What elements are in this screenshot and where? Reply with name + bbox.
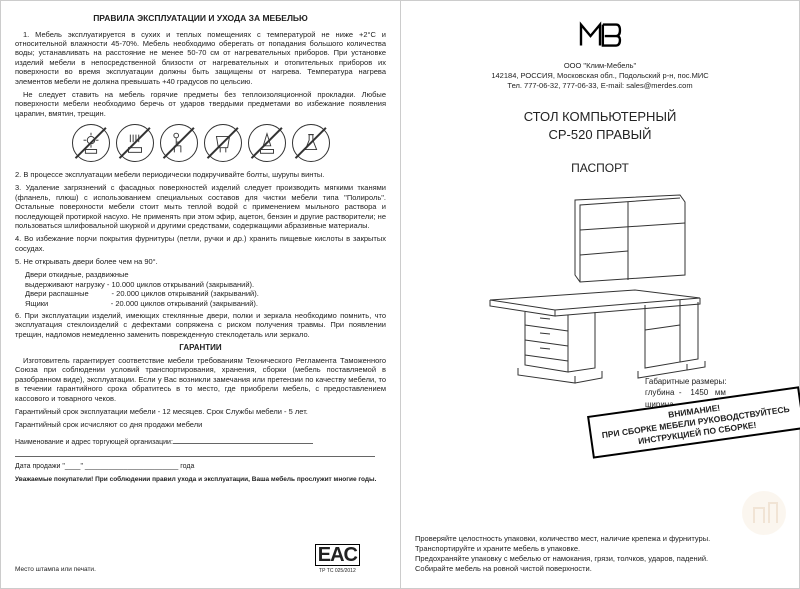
rule-5b: Двери распашные - 20.000 циклов открыван… [25, 289, 386, 298]
rule-5c: Ящики - 20.000 циклов открываний (закрыв… [25, 299, 386, 308]
dims-title: Габаритные размеры: [645, 376, 785, 387]
eac-logo: EAC [315, 544, 360, 566]
rule-5: 5. Не открывать двери более чем на 90°. [15, 257, 386, 266]
rule-1b: Не следует ставить на мебель горячие пре… [15, 90, 386, 118]
no-chemicals-icon [292, 124, 330, 162]
no-heat-icon [204, 124, 242, 162]
rule-4: 4. Во избежание порчи покрытия фурнитуры… [15, 234, 386, 253]
rule-5a: Двери откидные, раздвижные [25, 270, 386, 279]
product-title: СТОЛ КОМПЬЮТЕРНЫЙ [415, 109, 785, 125]
warranty-2: Гарантийный срок эксплуатации мебели - 1… [15, 407, 386, 416]
bottom-notes: Проверяйте целостность упаковки, количес… [415, 534, 785, 575]
warranty-title: ГАРАНТИИ [15, 343, 386, 353]
company-address: 142184, РОССИЯ, Московская обл., Подольс… [415, 71, 785, 81]
furniture-drawing [480, 190, 720, 390]
no-sharp-icon [248, 124, 286, 162]
no-water-icon [116, 124, 154, 162]
stamp-label: Место штампа или печати. [15, 566, 96, 574]
no-sitting-icon [160, 124, 198, 162]
warranty-1: Изготовитель гарантирует соответствие ме… [15, 356, 386, 403]
rule-1: 1. Мебель эксплуатируется в сухих и тепл… [15, 30, 386, 86]
company-contacts: Тел. 777-06-32, 777-06-33, E-mail: sales… [415, 81, 785, 91]
prohibition-icons [15, 124, 386, 162]
company-name: ООО "Клим-Мебель" [415, 61, 785, 71]
note-2: Транспортируйте и храните мебель в упако… [415, 544, 785, 554]
rule-5a2: выдерживают нагрузку - 10.000 циклов отк… [25, 280, 386, 289]
left-page: ПРАВИЛА ЭКСПЛУАТАЦИИ И УХОДА ЗА МЕБЕЛЬЮ … [0, 0, 400, 589]
date-label: Дата продажи "____" ____________________… [15, 463, 194, 470]
right-page: ООО "Клим-Мебель" 142184, РОССИЯ, Москов… [400, 0, 800, 589]
signature-block: Наименование и адрес торгующей организац… [15, 436, 386, 485]
note-4: Собирайте мебель на ровной чистой поверх… [415, 564, 785, 574]
rule-2: 2. В процессе эксплуатации мебели период… [15, 170, 386, 179]
company-info: ООО "Клим-Мебель" 142184, РОССИЯ, Москов… [415, 61, 785, 90]
warranty-3: Гарантийный срок исчисляют со дня продаж… [15, 420, 386, 429]
note-1: Проверяйте целостность упаковки, количес… [415, 534, 785, 544]
passport-label: ПАСПОРТ [415, 161, 785, 176]
logo [415, 17, 785, 57]
no-sunlight-icon [72, 124, 110, 162]
rule-6: 6. При эксплуатации изделий, имеющих сте… [15, 311, 386, 339]
eac-code: ТР ТС 025/2012 [315, 568, 360, 574]
rules-title: ПРАВИЛА ЭКСПЛУАТАЦИИ И УХОДА ЗА МЕБЕЛЬЮ [15, 13, 386, 24]
fine-print: Уважаемые покупатели! При соблюдении пра… [15, 476, 386, 484]
org-label: Наименование и адрес торгующей организац… [15, 439, 173, 446]
watermark-icon [739, 488, 789, 538]
eac-mark: EAC ТР ТС 025/2012 [315, 544, 360, 574]
note-3: Предохраняйте упаковку с мебелью от намо… [415, 554, 785, 564]
product-model: СР-520 ПРАВЫЙ [415, 127, 785, 143]
rule-3: 3. Удаление загрязнений с фасадных повер… [15, 183, 386, 230]
